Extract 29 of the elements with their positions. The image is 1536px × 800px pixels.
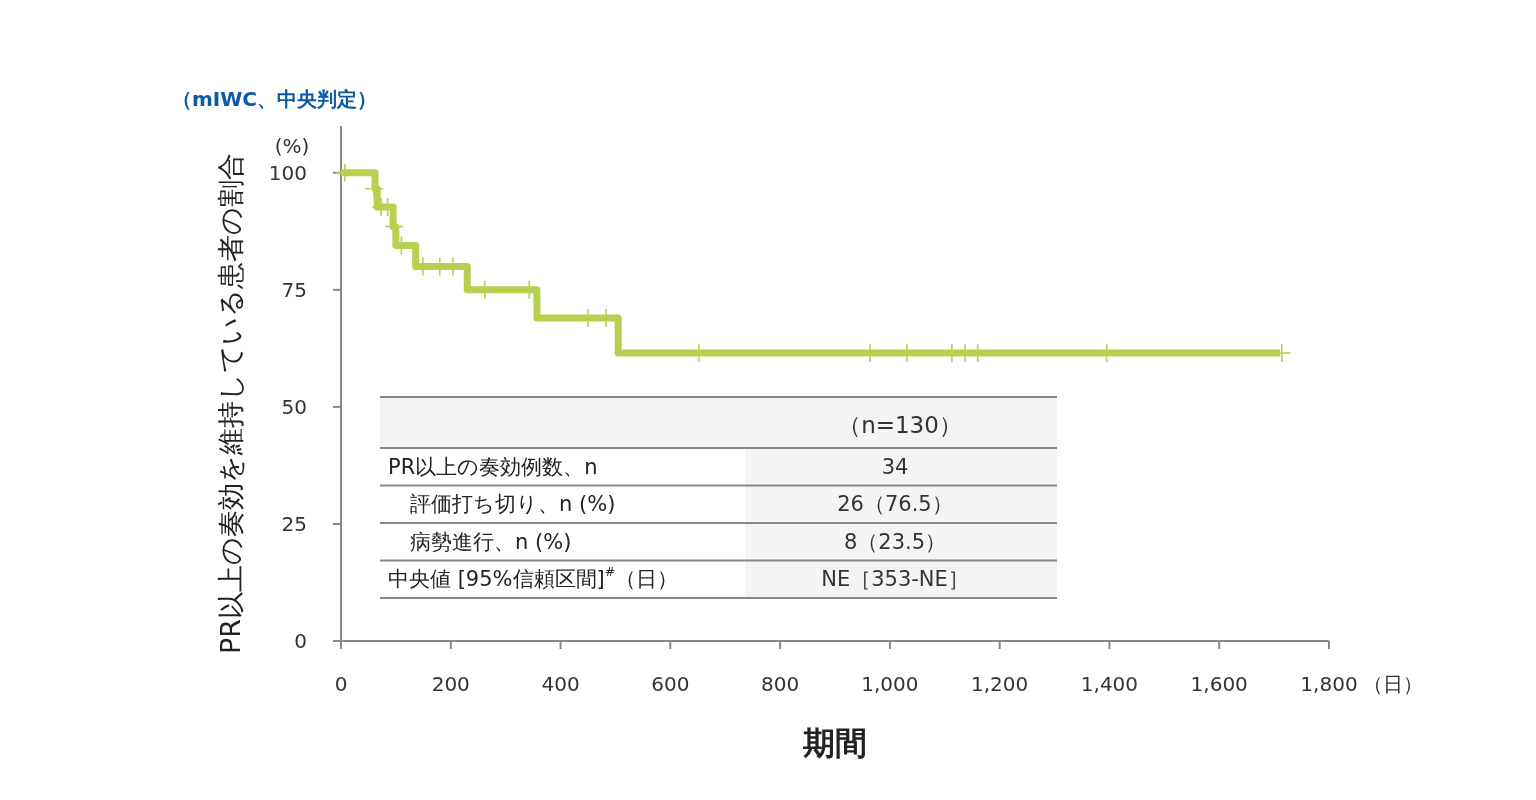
x-tick-label: 1,200: [971, 672, 1029, 696]
y-tick-label: 50: [281, 394, 307, 419]
x-tick-label: 400: [541, 672, 580, 696]
x-tick-label: 200: [431, 672, 470, 696]
x-tick-label: 1,800: [1300, 672, 1358, 696]
annotation: NE［353-NE］: [821, 567, 969, 592]
annotation: （n=130）: [838, 411, 962, 438]
y-tick-label: 25: [281, 511, 307, 536]
chart-title: （mIWC、中央判定）: [172, 87, 378, 111]
y-tick-label: 100: [268, 160, 307, 185]
annotation: 評価打ち切り、n (%): [410, 492, 616, 517]
x-tick-label: 600: [651, 672, 690, 696]
y-axis-title: PR以上の奏効を維持している患者の割合: [214, 152, 246, 655]
annotation: PR以上の奏効例数、n: [388, 454, 598, 479]
y-tick-label: 75: [281, 277, 307, 302]
annotation: 病勢進行、n (%): [410, 529, 572, 554]
x-axis-title: 期間: [802, 724, 867, 762]
x-tick-label: 800: [761, 672, 800, 696]
x-tick-label: 0: [334, 672, 348, 696]
annotation: 26（76.5）: [837, 492, 953, 517]
annotation: 8（23.5）: [843, 529, 947, 554]
text: （日）: [1363, 672, 1423, 696]
x-tick-label: 1,400: [1080, 672, 1139, 696]
annotation: 34: [881, 454, 909, 479]
x-tick-label: 1,000: [861, 672, 919, 696]
annotation: 中央値 [95%信頼区間]$^{#}$（日）: [388, 564, 679, 592]
x-tick-label: 1,600: [1190, 672, 1248, 696]
text: (%): [274, 134, 310, 158]
y-tick-label: 0: [294, 629, 307, 653]
